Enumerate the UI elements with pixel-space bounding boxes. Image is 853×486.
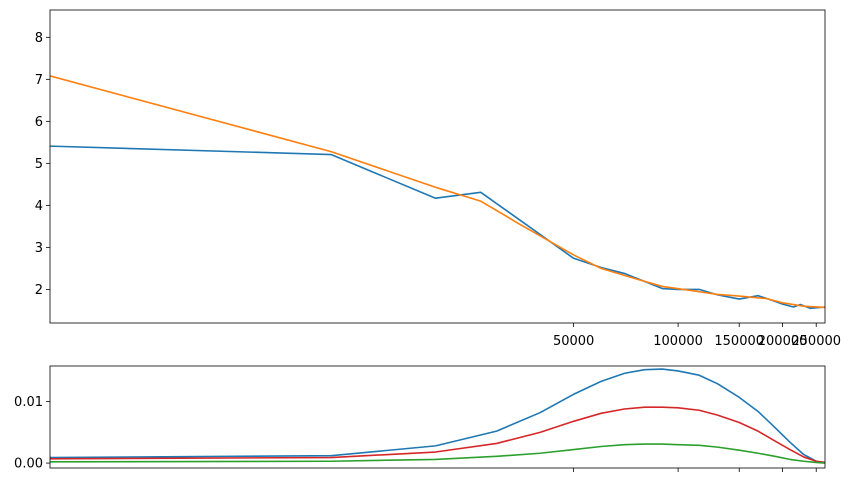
bottom-y-tick-label: 0.01: [14, 395, 43, 410]
top-y-tick-label: 7: [35, 73, 43, 88]
top-y-tick-label: 3: [35, 241, 43, 256]
top-series-line-2: [50, 75, 825, 309]
top-y-tick-label: 4: [35, 199, 43, 214]
top-axes-frame: [49, 9, 826, 324]
bottom-chart-panel: 0.00 0.01: [14, 365, 826, 472]
top-x-tick-label: 100000: [653, 334, 703, 349]
bottom-series-group: [50, 368, 825, 464]
top-series-group: [50, 75, 825, 310]
bottom-series-line-2: [50, 406, 825, 464]
bottom-series-line-3: [50, 443, 825, 464]
top-y-tick-label: 5: [35, 157, 43, 172]
top-y-tick-label: 8: [35, 31, 43, 46]
top-y-tick-label: 2: [35, 283, 43, 298]
top-x-tick-label: 150000: [714, 334, 764, 349]
top-x-tick-label: 200000: [758, 334, 808, 349]
bottom-axes-frame: [49, 365, 826, 469]
top-x-tick-label: 50000: [553, 334, 594, 349]
bottom-series-line-1: [50, 368, 825, 464]
top-x-tick-label: 250000: [791, 334, 841, 349]
top-y-tick-label: 6: [35, 115, 43, 130]
bottom-y-tick-label: 0.00: [14, 457, 43, 472]
